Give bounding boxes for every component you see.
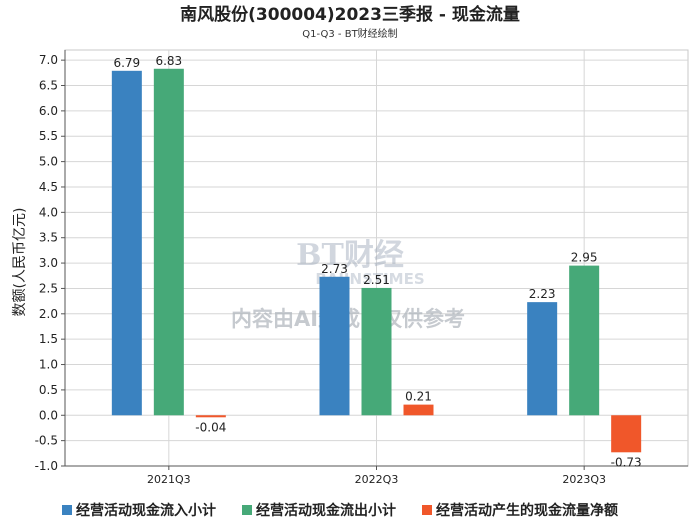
- bar-1: [111, 70, 142, 416]
- data-label: 2.51: [363, 273, 390, 287]
- x-tick-label: 2022Q3: [355, 473, 399, 486]
- y-tick-label: 4.5: [39, 180, 58, 194]
- y-tick-label: 5.5: [39, 129, 58, 143]
- y-tick-label: 0.5: [39, 383, 58, 397]
- y-tick-label: 6.5: [39, 79, 58, 93]
- data-label: 6.83: [155, 54, 182, 68]
- chart-subtitle: Q1-Q3 - BT财经绘制: [302, 27, 397, 40]
- data-label: -0.04: [195, 420, 226, 434]
- x-tick-label: 2023Q3: [562, 473, 606, 486]
- y-tick-label: 2.0: [39, 307, 58, 321]
- legend-item-2[interactable]: 经营活动现金流出小计: [242, 502, 396, 519]
- bar-2: [569, 265, 600, 416]
- y-tick-label: 1.0: [39, 358, 58, 372]
- y-axis-label: 数额(人民币亿元): [12, 208, 28, 317]
- y-tick-label: 3.5: [39, 231, 58, 245]
- bar-3: [611, 415, 642, 453]
- y-tick-label: 3.0: [39, 256, 58, 270]
- watermark: BT财经 BAIINSTIMES 内容由AI生成，仅供参考: [231, 238, 465, 331]
- data-label: 2.73: [321, 262, 348, 276]
- legend-label: 经营活动现金流出小计: [256, 502, 396, 519]
- y-tick-label: 0.0: [39, 408, 58, 422]
- axes: -1.0 -0.5 0.0 0.5 1.0 1.5 2.0 2.5 3.0 3.5 4.0 4.5 5.…: [35, 50, 688, 486]
- bar-3: [403, 404, 434, 416]
- bar-1: [527, 302, 558, 416]
- y-tick-label: 4.0: [39, 205, 58, 219]
- bar-3: [195, 415, 226, 418]
- data-label: 2.95: [571, 251, 598, 265]
- data-label: 0.21: [405, 390, 432, 404]
- legend-item-3[interactable]: 经营活动产生的现金流量净额: [422, 502, 618, 519]
- y-tick-label: -0.5: [35, 434, 58, 448]
- legend-label: 经营活动产生的现金流量净额: [436, 502, 618, 519]
- y-tick-label: -1.0: [35, 459, 58, 473]
- legend-item-1[interactable]: 经营活动现金流入小计: [62, 502, 216, 519]
- bar-2: [153, 68, 184, 416]
- x-tick-label: 2021Q3: [147, 473, 191, 486]
- legend-label: 经营活动现金流入小计: [76, 502, 216, 519]
- data-label: -0.73: [611, 455, 642, 469]
- y-tick-label: 7.0: [39, 53, 58, 67]
- legend-swatch: [242, 505, 252, 515]
- legend-swatch: [62, 505, 72, 515]
- y-tick-label: 5.0: [39, 155, 58, 169]
- watermark-logo: BT财经: [296, 238, 404, 273]
- chart-title: 南风股份(300004)2023三季报 - 现金流量: [180, 4, 520, 25]
- bar-2: [361, 287, 392, 416]
- bar-1: [319, 276, 350, 416]
- legend-swatch: [422, 505, 432, 515]
- data-labels: 6.79 6.83 -0.04 2.73 2.51 0.21 2.23 2.95 -0.73: [113, 54, 641, 470]
- data-label: 2.23: [529, 287, 556, 301]
- data-label: 6.79: [113, 56, 140, 70]
- y-tick-label: 1.5: [39, 332, 58, 346]
- y-tick-label: 6.0: [39, 104, 58, 118]
- bars: [111, 68, 642, 453]
- y-tick-label: 2.5: [39, 281, 58, 295]
- legend[interactable]: 经营活动现金流入小计 经营活动现金流出小计 经营活动产生的现金流量净额: [62, 502, 618, 519]
